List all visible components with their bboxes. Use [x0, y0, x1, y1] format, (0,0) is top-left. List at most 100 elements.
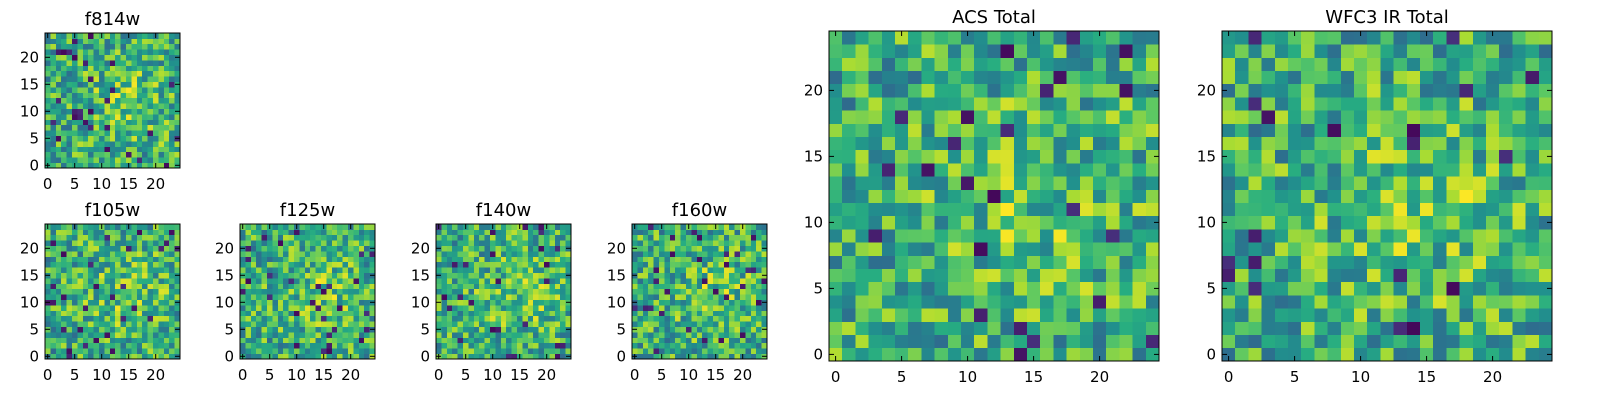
heatmap-cell: [1354, 70, 1368, 85]
heatmap-cell: [45, 65, 51, 72]
heatmap-cell: [868, 70, 883, 85]
heatmap-cell: [294, 337, 300, 344]
heatmap-cell: [1525, 123, 1540, 137]
heatmap-cell: [288, 288, 295, 295]
heatmap-cell: [142, 119, 148, 126]
heatmap-cell: [637, 305, 644, 311]
heatmap-cell: [66, 251, 73, 257]
heatmap-cell: [50, 256, 57, 263]
heatmap-cell: [1066, 295, 1081, 309]
heatmap-cell: [495, 234, 502, 241]
heatmap-cell: [659, 348, 665, 354]
heatmap-cell: [544, 326, 550, 333]
heatmap-cell: [1472, 97, 1487, 111]
heatmap-cell: [331, 245, 338, 252]
heatmap-cell: [1433, 83, 1447, 98]
heatmap-cell: [88, 294, 94, 300]
heatmap-cell: [446, 240, 453, 246]
heatmap-cell: [702, 256, 708, 263]
heatmap-cell: [240, 294, 246, 300]
heatmap-cell: [99, 267, 105, 273]
heatmap-cell: [1380, 57, 1394, 71]
heatmap-cell: [1248, 70, 1262, 85]
heatmap-cell: [61, 240, 67, 246]
heatmap-cell: [895, 202, 909, 217]
heatmap-cell: [750, 321, 757, 327]
heatmap-cell: [527, 294, 534, 300]
heatmap-cell: [1327, 31, 1342, 45]
heatmap-cell: [987, 334, 1001, 349]
heatmap-cell: [142, 326, 148, 333]
heatmap-cell: [868, 347, 883, 362]
heatmap-cell: [436, 240, 442, 246]
heatmap-cell: [1512, 176, 1526, 190]
heatmap-cell: [283, 234, 289, 241]
x-tick-label: 15: [706, 366, 725, 384]
heatmap-cell: [691, 353, 698, 360]
heatmap-cell: [126, 321, 132, 327]
heatmap-cell: [1145, 295, 1160, 309]
heatmap-cell: [1288, 215, 1302, 230]
heatmap-cell: [267, 299, 273, 306]
heatmap-cell: [642, 342, 649, 349]
heatmap-cell: [337, 245, 343, 252]
heatmap-cell: [1040, 123, 1054, 137]
heatmap-cell: [256, 305, 262, 311]
heatmap-cell: [272, 326, 279, 333]
heatmap-cell: [136, 310, 143, 317]
heatmap-cell: [50, 310, 57, 317]
heatmap-cell: [506, 305, 512, 311]
heatmap-cell: [1093, 281, 1107, 296]
heatmap-cell: [479, 321, 485, 327]
heatmap-cell: [517, 332, 523, 338]
heatmap-cell: [174, 76, 181, 82]
heatmap-cell: [734, 305, 741, 311]
heatmap-cell: [637, 310, 644, 317]
heatmap-cell: [441, 315, 448, 322]
heatmap-cell: [364, 348, 370, 354]
heatmap-cell: [829, 83, 843, 98]
heatmap-cell: [158, 310, 165, 317]
heatmap-cell: [61, 353, 67, 360]
heatmap-cell: [147, 267, 154, 273]
heatmap-cell: [277, 326, 284, 333]
heatmap-cell: [961, 242, 975, 256]
heatmap-cell: [294, 240, 300, 246]
heatmap-cell: [55, 229, 62, 236]
heatmap-cell: [664, 256, 671, 263]
heatmap-cell: [511, 315, 518, 322]
heatmap-cell: [1367, 110, 1381, 124]
heatmap-cell: [158, 272, 165, 279]
heatmap-cell: [664, 261, 671, 268]
heatmap-cell: [88, 81, 94, 88]
heatmap-cell: [468, 256, 475, 263]
heatmap-cell: [174, 60, 181, 66]
heatmap-cell: [691, 310, 698, 317]
heatmap-cell: [1525, 31, 1540, 45]
heatmap-cell: [353, 234, 360, 241]
heatmap-cell: [153, 76, 159, 82]
heatmap-cell: [457, 353, 464, 360]
heatmap-cell: [696, 234, 703, 241]
heatmap-cell: [1145, 242, 1160, 256]
heatmap-cell: [707, 234, 714, 241]
heatmap-cell: [364, 315, 370, 322]
heatmap-cell: [1525, 255, 1540, 269]
heatmap-cell: [895, 136, 909, 151]
heatmap-cell: [468, 337, 475, 344]
heatmap-cell: [479, 326, 485, 333]
heatmap-cell: [169, 283, 175, 290]
heatmap-cell: [163, 256, 170, 263]
heatmap-cell: [1301, 295, 1315, 309]
heatmap-cell: [77, 157, 84, 163]
heatmap-cell: [93, 141, 100, 147]
x-tick-label: 10: [958, 368, 977, 386]
heatmap-cell: [331, 337, 338, 344]
heatmap-cell: [745, 229, 752, 236]
heatmap-cell: [120, 337, 127, 344]
heatmap-cell: [895, 70, 909, 85]
heatmap-cell: [842, 347, 856, 362]
heatmap-cell: [1301, 268, 1315, 283]
heatmap-cell: [457, 234, 464, 241]
heatmap-cell: [158, 315, 165, 322]
